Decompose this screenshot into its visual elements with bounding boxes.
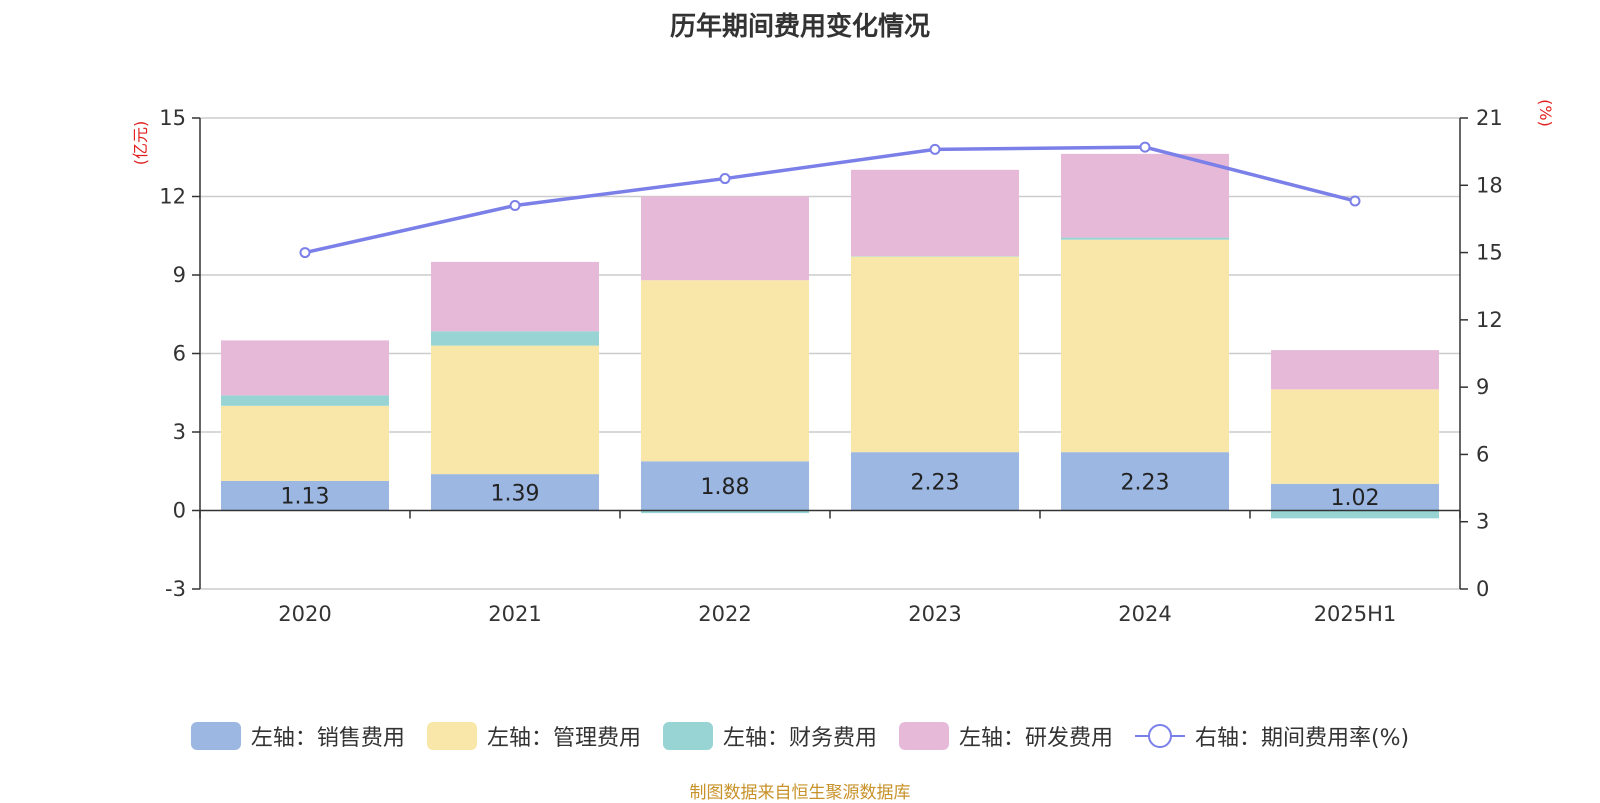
legend-label: 左轴：财务费用 [722, 726, 877, 751]
source-note: 制图数据来自恒生聚源数据库 [689, 783, 911, 803]
bar-segment [1061, 452, 1229, 511]
legend-item[interactable]: 右轴：期间费用率(%) [1134, 720, 1410, 752]
bar-segment [431, 261, 599, 332]
bar-segment [641, 196, 809, 281]
category-label: 2023 [908, 602, 961, 626]
category-label: 2022 [698, 602, 751, 626]
left-tick-label: 15 [159, 106, 186, 130]
legend-swatch [898, 722, 949, 750]
bar-segment [1061, 237, 1229, 240]
legend: 左轴：销售费用 左轴：管理费用 左轴：财务费用 左轴：研发费用 右轴：期间费用率(%) [0, 720, 1600, 752]
bar-segment [1271, 483, 1439, 511]
legend-item[interactable]: 左轴：销售费用 [190, 720, 405, 752]
bar-segment [1271, 510, 1439, 519]
right-unit-label: (%) [1536, 99, 1555, 127]
bar-segment [431, 345, 599, 475]
rate-point [1349, 195, 1361, 207]
legend-label: 右轴：期间费用率(%) [1194, 726, 1410, 751]
bar-data-label: 2.23 [911, 470, 960, 495]
legend-line-marker-icon [1134, 722, 1185, 750]
category-label: 2025H1 [1314, 602, 1397, 626]
legend-label: 左轴：销售费用 [250, 726, 405, 751]
left-tick-label: 9 [173, 263, 186, 287]
legend-item[interactable]: 左轴：管理费用 [426, 720, 641, 752]
right-tick-label: 6 [1476, 442, 1489, 466]
legend-item[interactable]: 左轴：财务费用 [662, 720, 877, 752]
bar-segment [431, 474, 599, 511]
bar-data-label: 2.23 [1121, 470, 1170, 495]
bar-segment [1061, 153, 1229, 238]
rate-point [1139, 141, 1151, 153]
rate-point [509, 199, 521, 211]
bar-segment [641, 510, 809, 514]
left-tick-label: 12 [159, 185, 186, 209]
bar-segment [221, 395, 389, 406]
left-tick-label: 6 [173, 342, 186, 366]
left-unit-label: (亿元) [131, 121, 150, 166]
chart-title: 历年期间费用变化情况 [669, 12, 930, 42]
right-tick-label: 18 [1476, 173, 1503, 197]
category-label: 2020 [278, 602, 331, 626]
legend-swatch [662, 722, 713, 750]
rate-line [304, 145, 1356, 255]
rate-point [719, 173, 731, 185]
right-tick-label: 3 [1476, 510, 1489, 534]
bar-segment [221, 480, 389, 511]
bar-segment [221, 405, 389, 481]
right-tick-label: 9 [1476, 375, 1489, 399]
bar-segment [1061, 239, 1229, 453]
bar-data-label: 1.39 [491, 481, 540, 506]
legend-label: 左轴：研发费用 [958, 726, 1113, 751]
bar-data-label: 1.02 [1331, 486, 1380, 511]
bar-segment [851, 169, 1019, 257]
rate-point [929, 143, 941, 155]
bar-segment [431, 331, 599, 346]
left-tick-label: -3 [165, 577, 186, 601]
category-label: 2021 [488, 602, 541, 626]
bar-data-label: 1.88 [701, 475, 750, 500]
bar-segment [851, 256, 1019, 257]
rate-point [299, 247, 311, 259]
bar-segment [1271, 389, 1439, 484]
left-tick-label: 3 [173, 420, 186, 444]
bar-segment [641, 461, 809, 511]
category-label: 2024 [1118, 602, 1171, 626]
legend-swatch [190, 722, 241, 750]
left-tick-label: 0 [173, 499, 186, 523]
bar-segment [641, 280, 809, 462]
right-tick-label: 12 [1476, 308, 1503, 332]
bar-segment [851, 256, 1019, 453]
legend-label: 左轴：管理费用 [486, 726, 641, 751]
right-tick-label: 15 [1476, 241, 1503, 265]
bar-segment [221, 340, 389, 396]
legend-swatch [426, 722, 477, 750]
bar-segment [1271, 350, 1439, 390]
right-tick-label: 0 [1476, 577, 1489, 601]
bar-data-label: 1.13 [281, 485, 330, 510]
right-tick-label: 21 [1476, 106, 1503, 130]
bar-segment [851, 452, 1019, 511]
legend-item[interactable]: 左轴：研发费用 [898, 720, 1113, 752]
